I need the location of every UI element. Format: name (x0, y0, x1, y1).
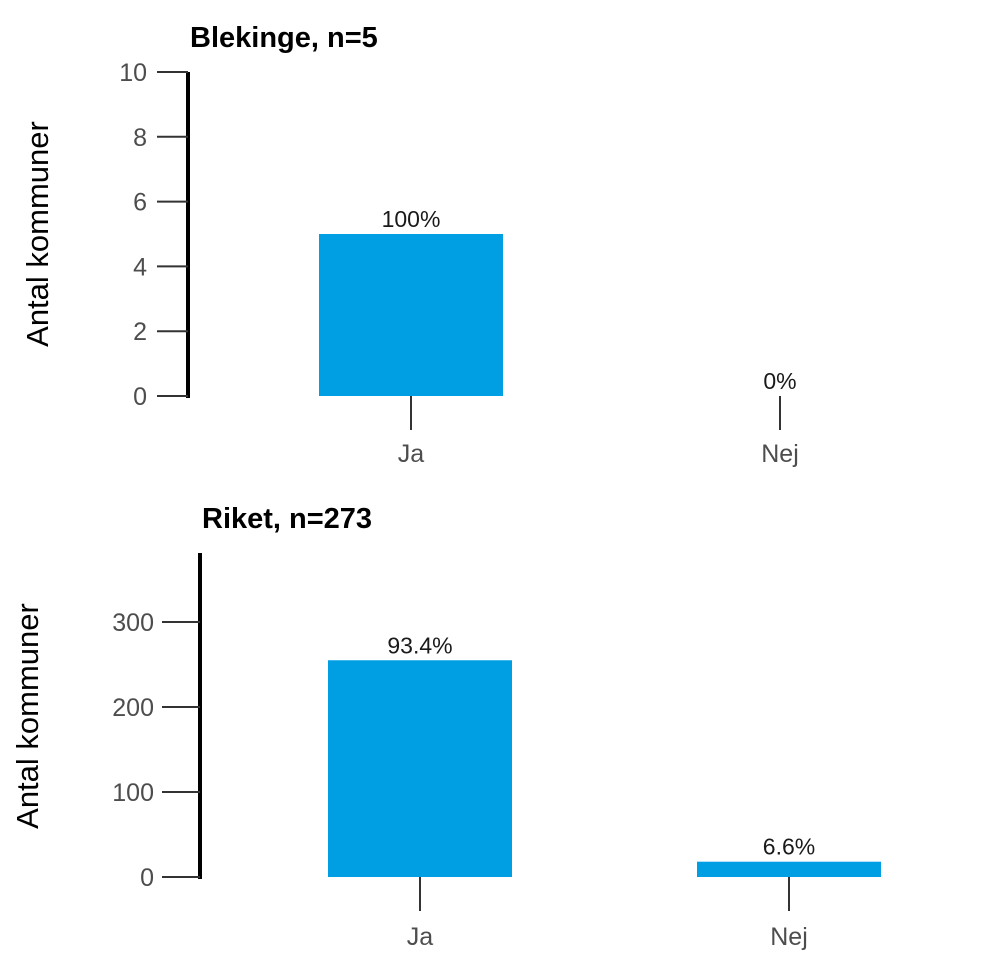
y-tick-label: 100 (112, 779, 154, 807)
y-axis: 0 100 200 300 (112, 553, 202, 892)
bar (319, 234, 503, 396)
x-tick-label: Nej (770, 923, 808, 951)
chart-panel-blekinge: Blekinge, n=5 Antal kommuner 100% 0% 0 2 4 6… (20, 22, 799, 468)
x-tick-label: Ja (407, 923, 434, 951)
y-tick-label: 10 (119, 59, 147, 87)
x-axis: Ja Nej (398, 396, 799, 468)
chart-title: Blekinge, n=5 (190, 22, 378, 54)
y-tick-label: 300 (112, 609, 154, 637)
y-tick-label: 2 (133, 318, 147, 346)
x-tick-label: Nej (761, 440, 799, 468)
data-label: 6.6% (763, 834, 815, 860)
y-tick-label: 200 (112, 694, 154, 722)
y-tick-label: 8 (133, 124, 147, 152)
bar (697, 861, 881, 877)
y-axis: 0 2 4 6 8 10 (119, 59, 190, 411)
x-tick-label: Ja (398, 440, 425, 468)
chart-title: Riket, n=273 (202, 503, 372, 535)
bars: 100% 0% (319, 206, 797, 396)
y-tick-label: 6 (133, 189, 147, 217)
x-axis: Ja Nej (407, 877, 808, 951)
chart-panel-riket: Riket, n=273 Antal kommuner 93.4% 6.6% 0 1… (10, 503, 881, 951)
bars: 93.4% 6.6% (328, 632, 881, 877)
bar (328, 660, 512, 877)
y-axis-label: Antal kommuner (10, 603, 45, 829)
y-axis-label: Antal kommuner (20, 121, 55, 347)
data-label: 0% (763, 368, 796, 394)
y-tick-label: 4 (133, 253, 147, 281)
y-tick-label: 0 (140, 864, 154, 892)
data-label: 100% (382, 206, 441, 232)
y-tick-label: 0 (133, 383, 147, 411)
data-label: 93.4% (387, 632, 452, 658)
